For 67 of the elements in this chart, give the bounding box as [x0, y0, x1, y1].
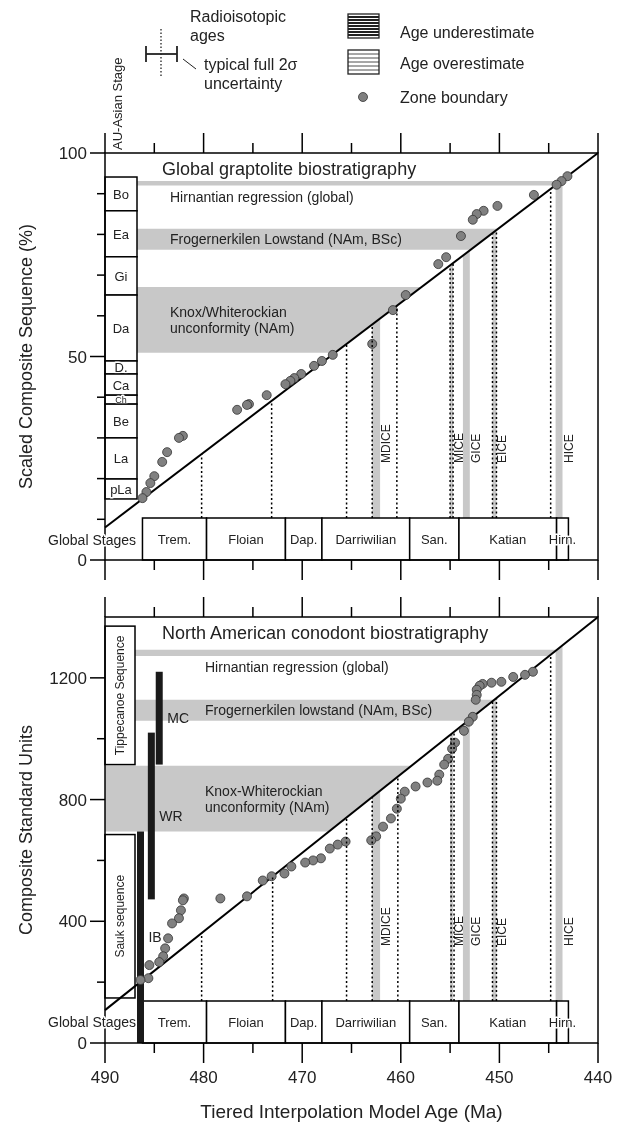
band-label: La [113, 451, 129, 467]
text: Age overestimate [400, 55, 525, 72]
x-axis-title: Tiered Interpolation Model Age (Ma) [200, 1101, 503, 1122]
band-label: Ca [112, 377, 131, 393]
band-label: Dap. [289, 532, 318, 547]
band-label: Tippecanoe Sequence [113, 635, 127, 756]
y-tick-label: 50 [68, 347, 87, 367]
band-label: MDICE [379, 907, 394, 946]
band-label: GICE [468, 433, 483, 463]
series-label: WR [159, 808, 183, 824]
x-tick-label: 480 [189, 1068, 218, 1087]
y-tick-label: 100 [58, 144, 87, 163]
band-label: Be [113, 413, 129, 429]
band-label: Dap. [289, 1015, 318, 1030]
band-label: Ch [115, 395, 127, 406]
band-label: pLa [110, 481, 133, 497]
y-tick-label: 400 [58, 912, 87, 932]
y-tick-label: 0 [77, 551, 87, 570]
band-label: MICE [452, 916, 467, 946]
band-label: Hirnantian regression (global) [205, 658, 389, 675]
y-axis-title: Scaled Composite Sequence (%) [16, 223, 36, 490]
band-label: HICE [561, 434, 576, 463]
x-tick-label: 440 [583, 1068, 613, 1087]
band-label: Trem. [157, 532, 192, 547]
band-label: Frogernerkilen lowstand (NAm, BSc) [205, 702, 433, 719]
band-label: Darriwilian [335, 532, 397, 547]
band-label: EICE [495, 917, 510, 946]
band-label: EICE [495, 434, 510, 463]
band-label: Katian [489, 532, 527, 547]
band-label: Ea [113, 226, 130, 242]
band-label: San. [420, 532, 448, 547]
band-label: D. [114, 360, 128, 376]
y-tick-label: 1200 [49, 668, 87, 688]
band-label: MICE [452, 433, 467, 463]
chart-title: Global graptolite biostratigraphy [162, 159, 417, 179]
band-label: Katian [489, 1015, 527, 1030]
chart-title: North American conodont biostratigraphy [162, 623, 489, 643]
band-label: Gi [114, 268, 128, 284]
text: typical full 2σ uncertainty [204, 56, 298, 93]
band-label: Knox/Whiterockian unconformity (NAm) [170, 303, 295, 336]
x-tick-label: 470 [288, 1068, 317, 1087]
legend-label: Zone boundary [400, 89, 508, 106]
text: Radioisotopic ages [190, 8, 287, 45]
band-label: Hirnantian regression (global) [170, 188, 354, 205]
band-label: Darriwilian [335, 1015, 397, 1030]
band-label: Sauk sequence [113, 874, 127, 958]
band-label: Floian [228, 1015, 264, 1030]
x-tick-label: 450 [485, 1068, 514, 1087]
y-axis-title: Composite Standard Units [16, 724, 36, 936]
band-label: Knox-Whiterockian unconformity (NAm) [205, 782, 330, 815]
band-label: Trem. [157, 1015, 192, 1030]
series-label: MC [167, 710, 190, 727]
x-tick-label: 490 [90, 1068, 120, 1087]
band-label: HICE [561, 917, 576, 946]
x-tick-label: 460 [386, 1068, 415, 1087]
text: Age underestimate [400, 24, 535, 41]
band-label: San. [420, 1015, 448, 1030]
band-label: Floian [228, 532, 264, 547]
y-tick-label: 800 [58, 790, 87, 810]
y-tick-label: 0 [77, 1034, 87, 1053]
text: AU-Asian Stage [110, 57, 125, 150]
band-label: Frogernerkilen Lowstand (NAm, BSc) [170, 231, 402, 248]
band-label: GICE [468, 916, 483, 946]
band-label: MDICE [379, 424, 394, 463]
band-label: Da [112, 320, 131, 336]
series-label: IB [148, 929, 162, 946]
band-label: Bo [113, 186, 129, 202]
